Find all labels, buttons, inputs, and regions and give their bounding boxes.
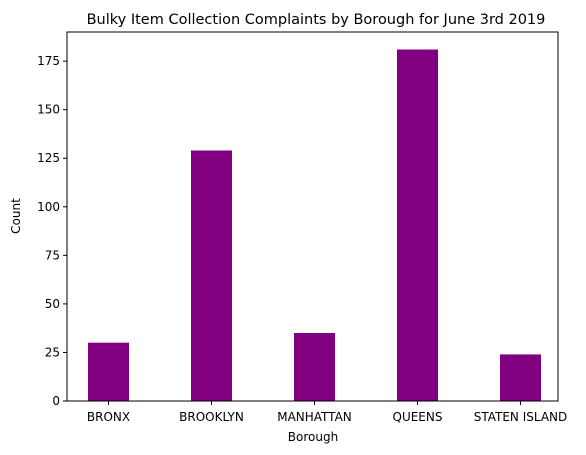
y-tick-label: 0 — [52, 394, 60, 408]
y-tick-label: 25 — [45, 345, 60, 359]
bar-manhattan — [294, 333, 335, 401]
bar-staten-island — [500, 354, 541, 401]
chart-title: Bulky Item Collection Complaints by Boro… — [87, 12, 546, 28]
bar-brooklyn — [191, 150, 232, 401]
plot-area: 0 25 50 75 100 125 150 175 BRONX BROOKLYN MANHATTA… — [37, 31, 568, 424]
x-tick-label: MANHATTAN — [277, 410, 352, 424]
x-tick-label: STATEN ISLAND — [474, 410, 568, 424]
bar-queens — [397, 49, 438, 401]
y-tick-label: 150 — [37, 103, 60, 117]
x-tick-label: BROOKLYN — [179, 410, 244, 424]
x-tick-label: BRONX — [87, 410, 130, 424]
y-tick-label: 50 — [45, 297, 60, 311]
x-axis-label: Borough — [288, 430, 338, 444]
y-tick-label: 125 — [37, 151, 60, 165]
y-tick-label: 100 — [37, 200, 60, 214]
y-tick-label: 75 — [45, 248, 60, 262]
axes-frame — [66, 31, 559, 402]
y-axis-label: Count — [9, 198, 23, 234]
y-tick-label: 175 — [37, 54, 60, 68]
bar-bronx — [88, 342, 129, 401]
x-tick-label: QUEENS — [393, 410, 443, 424]
